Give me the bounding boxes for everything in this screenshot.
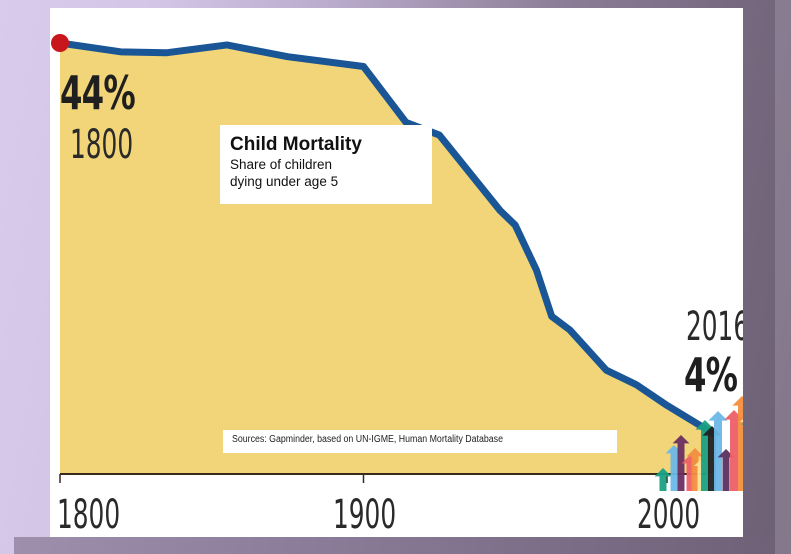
- chart-title: Child Mortality: [230, 134, 362, 155]
- chart-title-box: Child Mortality Share of children dying …: [220, 125, 432, 204]
- arrow-icon: [702, 426, 722, 491]
- background-strip: [14, 537, 791, 554]
- background-strip-right: [775, 0, 791, 554]
- arrow-icon: [695, 420, 715, 491]
- end-value-label: 4%: [684, 348, 738, 402]
- source-note: Sources: Gapminder, based on UN-IGME, Hu…: [223, 430, 617, 453]
- arrow-icon: [708, 411, 728, 491]
- area-fill: [60, 43, 716, 474]
- end-year-label: 2016: [686, 304, 743, 350]
- arrow-icon: [732, 396, 743, 491]
- arrow-icon: [686, 448, 704, 491]
- arrow-icon: [741, 423, 743, 425]
- rising-arrows-icon: [654, 396, 743, 491]
- chart-subtitle-line-1: Share of children: [230, 157, 333, 172]
- arrow-icon: [740, 419, 743, 422]
- area-chart: [51, 34, 743, 491]
- x-tick-label-1900: 1900: [333, 492, 397, 537]
- start-value-label: 44%: [60, 66, 136, 120]
- start-year-label: 1800: [70, 122, 134, 168]
- chart-subtitle-line-2: dying under age 5: [230, 174, 339, 189]
- arrow-icon: [694, 460, 706, 491]
- arrow-icon: [665, 445, 683, 491]
- arrow-icon: [654, 468, 672, 491]
- arrow-icon: [672, 435, 690, 491]
- arrow-icon: [681, 455, 699, 491]
- x-tick-label-1800: 1800: [57, 492, 121, 537]
- source-text: Sources: Gapminder, based on UN-IGME, Hu…: [232, 434, 503, 445]
- x-tick-label-2000: 2000: [637, 492, 701, 537]
- arrow-icon: [717, 449, 735, 491]
- start-marker: [51, 34, 69, 52]
- chart-card: 44% 1800 Child Mortality Share of childr…: [50, 8, 743, 537]
- arrow-icon: [724, 410, 743, 491]
